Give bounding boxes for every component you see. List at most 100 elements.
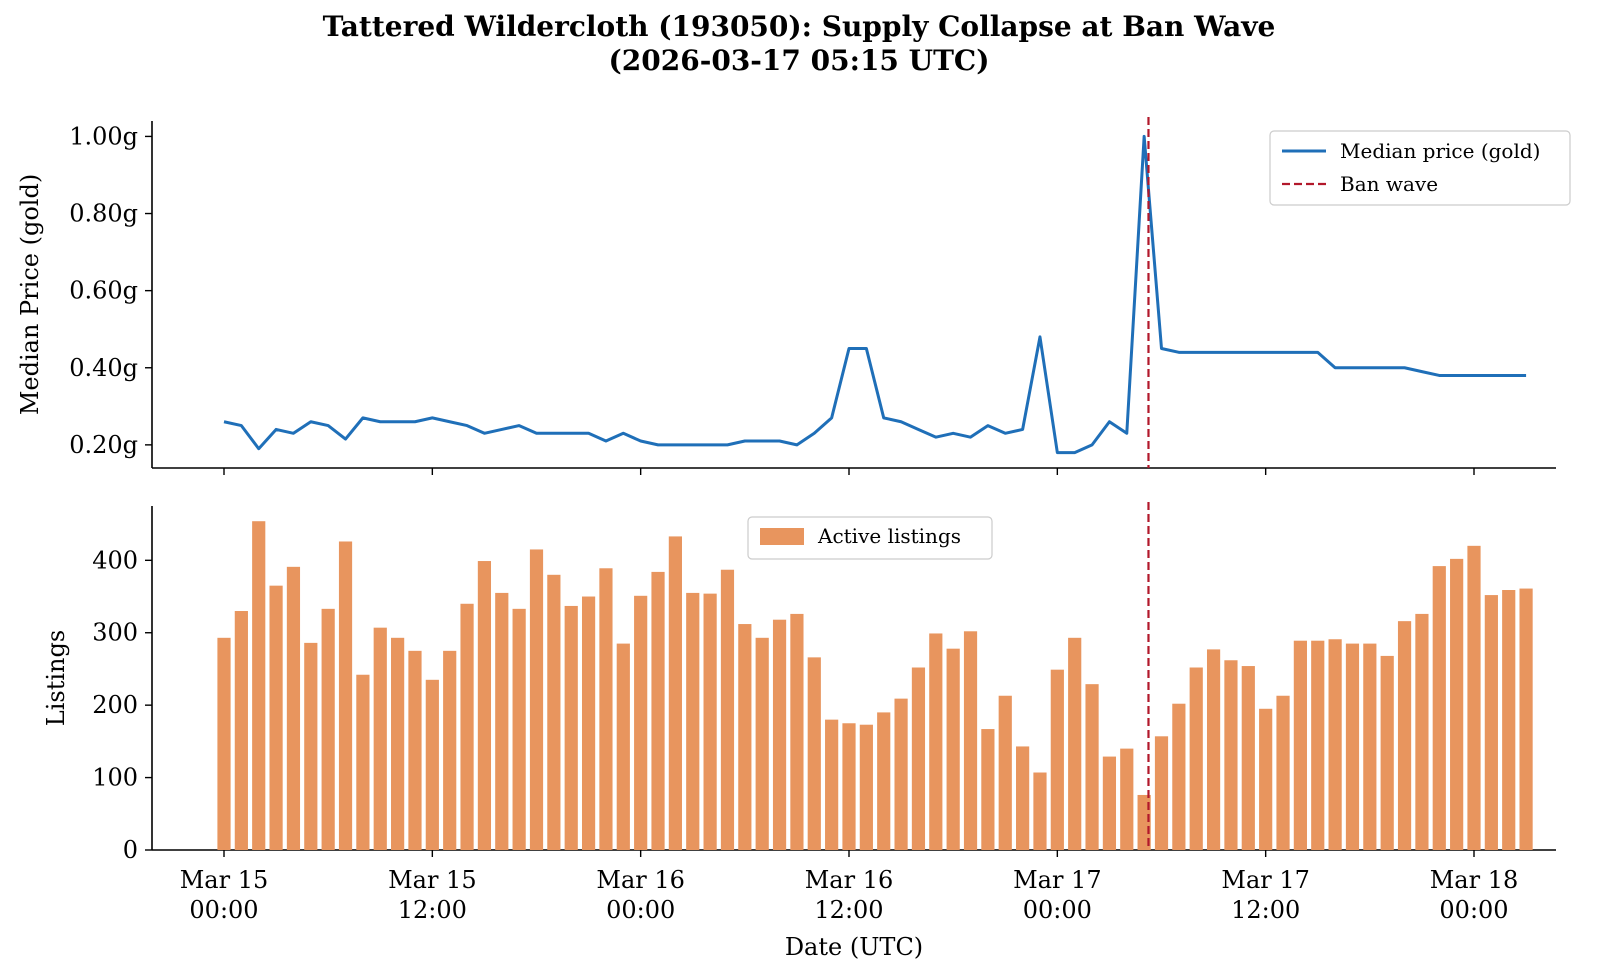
- listings-bar: [529, 549, 544, 850]
- listings-bar: [495, 592, 509, 850]
- listings-bar: [998, 695, 1012, 850]
- listings-bar: [651, 571, 665, 850]
- x-axis-title: Date (UTC): [785, 933, 923, 961]
- listings-bar: [460, 603, 474, 850]
- listings-bar: [1154, 736, 1169, 850]
- listings-bar: [825, 719, 839, 850]
- price-y-axis-title: Median Price (gold): [16, 174, 44, 415]
- xtick-label-time: 12:00: [1231, 896, 1300, 924]
- listings-bar: [234, 611, 248, 850]
- median-price-line: [223, 134, 1527, 455]
- listings-bar: [1206, 649, 1221, 850]
- listings-bar: [512, 608, 526, 850]
- listings-bar: [547, 574, 561, 850]
- listings-panel-ytick-label: 400: [92, 546, 138, 574]
- listings-panel-ytick-label: 100: [92, 764, 138, 792]
- listings-bar: [738, 624, 752, 850]
- listings-bar: [217, 637, 231, 850]
- listings-legend-box: [747, 516, 993, 560]
- listings-bar: [720, 569, 735, 850]
- listings-bar: [668, 536, 682, 850]
- xtick-label-time: 00:00: [189, 896, 258, 924]
- price-panel-ytick-label: 0.20g: [69, 431, 138, 459]
- listings-bar: [321, 608, 335, 850]
- listings-bar: [286, 566, 301, 850]
- listings-bar: [477, 561, 492, 850]
- listings-bar: [1328, 639, 1342, 850]
- listings-bar: [304, 642, 318, 850]
- price-panel-ytick-label: 0.80g: [69, 200, 138, 228]
- listings-bar: [1120, 748, 1134, 850]
- listings-bar: [877, 712, 891, 850]
- listings-bar: [1502, 590, 1516, 850]
- listings-bar: [981, 729, 995, 850]
- listings-y-axis-title: Listings: [42, 630, 70, 726]
- price-panel-ytick-label: 1.00g: [69, 122, 138, 150]
- price-panel-ytick-label: 0.60g: [69, 277, 138, 305]
- listings-legend: Active listings: [747, 516, 993, 560]
- listings-bar: [755, 637, 769, 850]
- listings-bar: [1050, 669, 1064, 850]
- legend-active-listings-swatch: [760, 528, 804, 545]
- listings-bar: [1172, 703, 1186, 850]
- xtick-label-date: Mar 16: [596, 866, 685, 894]
- listings-bar: [391, 637, 405, 850]
- listings-bar: [894, 698, 908, 850]
- listings-bar: [859, 724, 873, 850]
- listings-bar: [1102, 756, 1117, 850]
- listings-bar: [686, 592, 700, 850]
- listings-bar: [1259, 708, 1273, 850]
- xtick-label-time: 12:00: [814, 896, 883, 924]
- listings-bar: [1311, 640, 1325, 850]
- listings-bar: [634, 595, 648, 850]
- listings-bar: [564, 605, 578, 850]
- price-legend-box: [1269, 130, 1571, 206]
- xtick-label-time: 12:00: [398, 896, 467, 924]
- xtick-label-date: Mar 16: [805, 866, 894, 894]
- listings-panel-ytick-label: 200: [92, 691, 138, 719]
- xtick-label-time: 00:00: [1023, 896, 1092, 924]
- listings-bar: [1033, 772, 1047, 850]
- listings-bar: [408, 650, 422, 850]
- listings-bar: [1241, 666, 1255, 850]
- listings-bar: [1484, 595, 1498, 850]
- listings-bar: [1068, 637, 1082, 850]
- listings-bar: [1467, 545, 1481, 850]
- listings-panel-ytick-label: 0: [123, 836, 138, 864]
- xtick-label-date: Mar 17: [1221, 866, 1310, 894]
- listings-bar: [929, 633, 943, 850]
- xtick-label-date: Mar 17: [1013, 866, 1102, 894]
- xtick-label-date: Mar 18: [1430, 866, 1519, 894]
- price-legend: Median price (gold) Ban wave: [1269, 130, 1571, 206]
- listings-bar: [1415, 613, 1429, 850]
- chart-title-line-2: (2026-03-17 05:15 UTC): [608, 44, 990, 77]
- chart-title-line-1: Tattered Wildercloth (193050): Supply Co…: [322, 10, 1276, 43]
- listings-bar: [338, 541, 353, 850]
- listings-bar: [946, 648, 960, 850]
- listings-bar: [373, 627, 387, 850]
- price-panel: 0.20g 0.40g 0.60g 0.80g 1.00g Median Price (g…: [16, 117, 1571, 475]
- listings-bar: [1380, 655, 1394, 850]
- listings-bar: [443, 650, 457, 850]
- listings-bar: [1224, 660, 1238, 850]
- listings-bar: [356, 674, 370, 850]
- listings-bar: [1189, 667, 1203, 850]
- listings-bar: [1345, 643, 1360, 850]
- listings-bar: [842, 723, 856, 850]
- listings-bar: [807, 657, 821, 850]
- listings-bar: [1085, 684, 1099, 850]
- listings-bar: [581, 596, 596, 850]
- listings-bar: [1519, 588, 1533, 850]
- listings-bar: [1293, 640, 1307, 850]
- xtick-label-time: 00:00: [606, 896, 675, 924]
- legend-active-listings-label: Active listings: [817, 524, 961, 548]
- listings-bar: [252, 521, 266, 850]
- listings-bar: [911, 667, 926, 850]
- listings-panel: 0 100 200 300 400 Listings Active listings: [42, 502, 1556, 864]
- xtick-label-time: 00:00: [1439, 896, 1508, 924]
- listings-bar: [703, 593, 717, 850]
- listings-panel-ytick-label: 300: [92, 619, 138, 647]
- listings-bar: [269, 585, 283, 850]
